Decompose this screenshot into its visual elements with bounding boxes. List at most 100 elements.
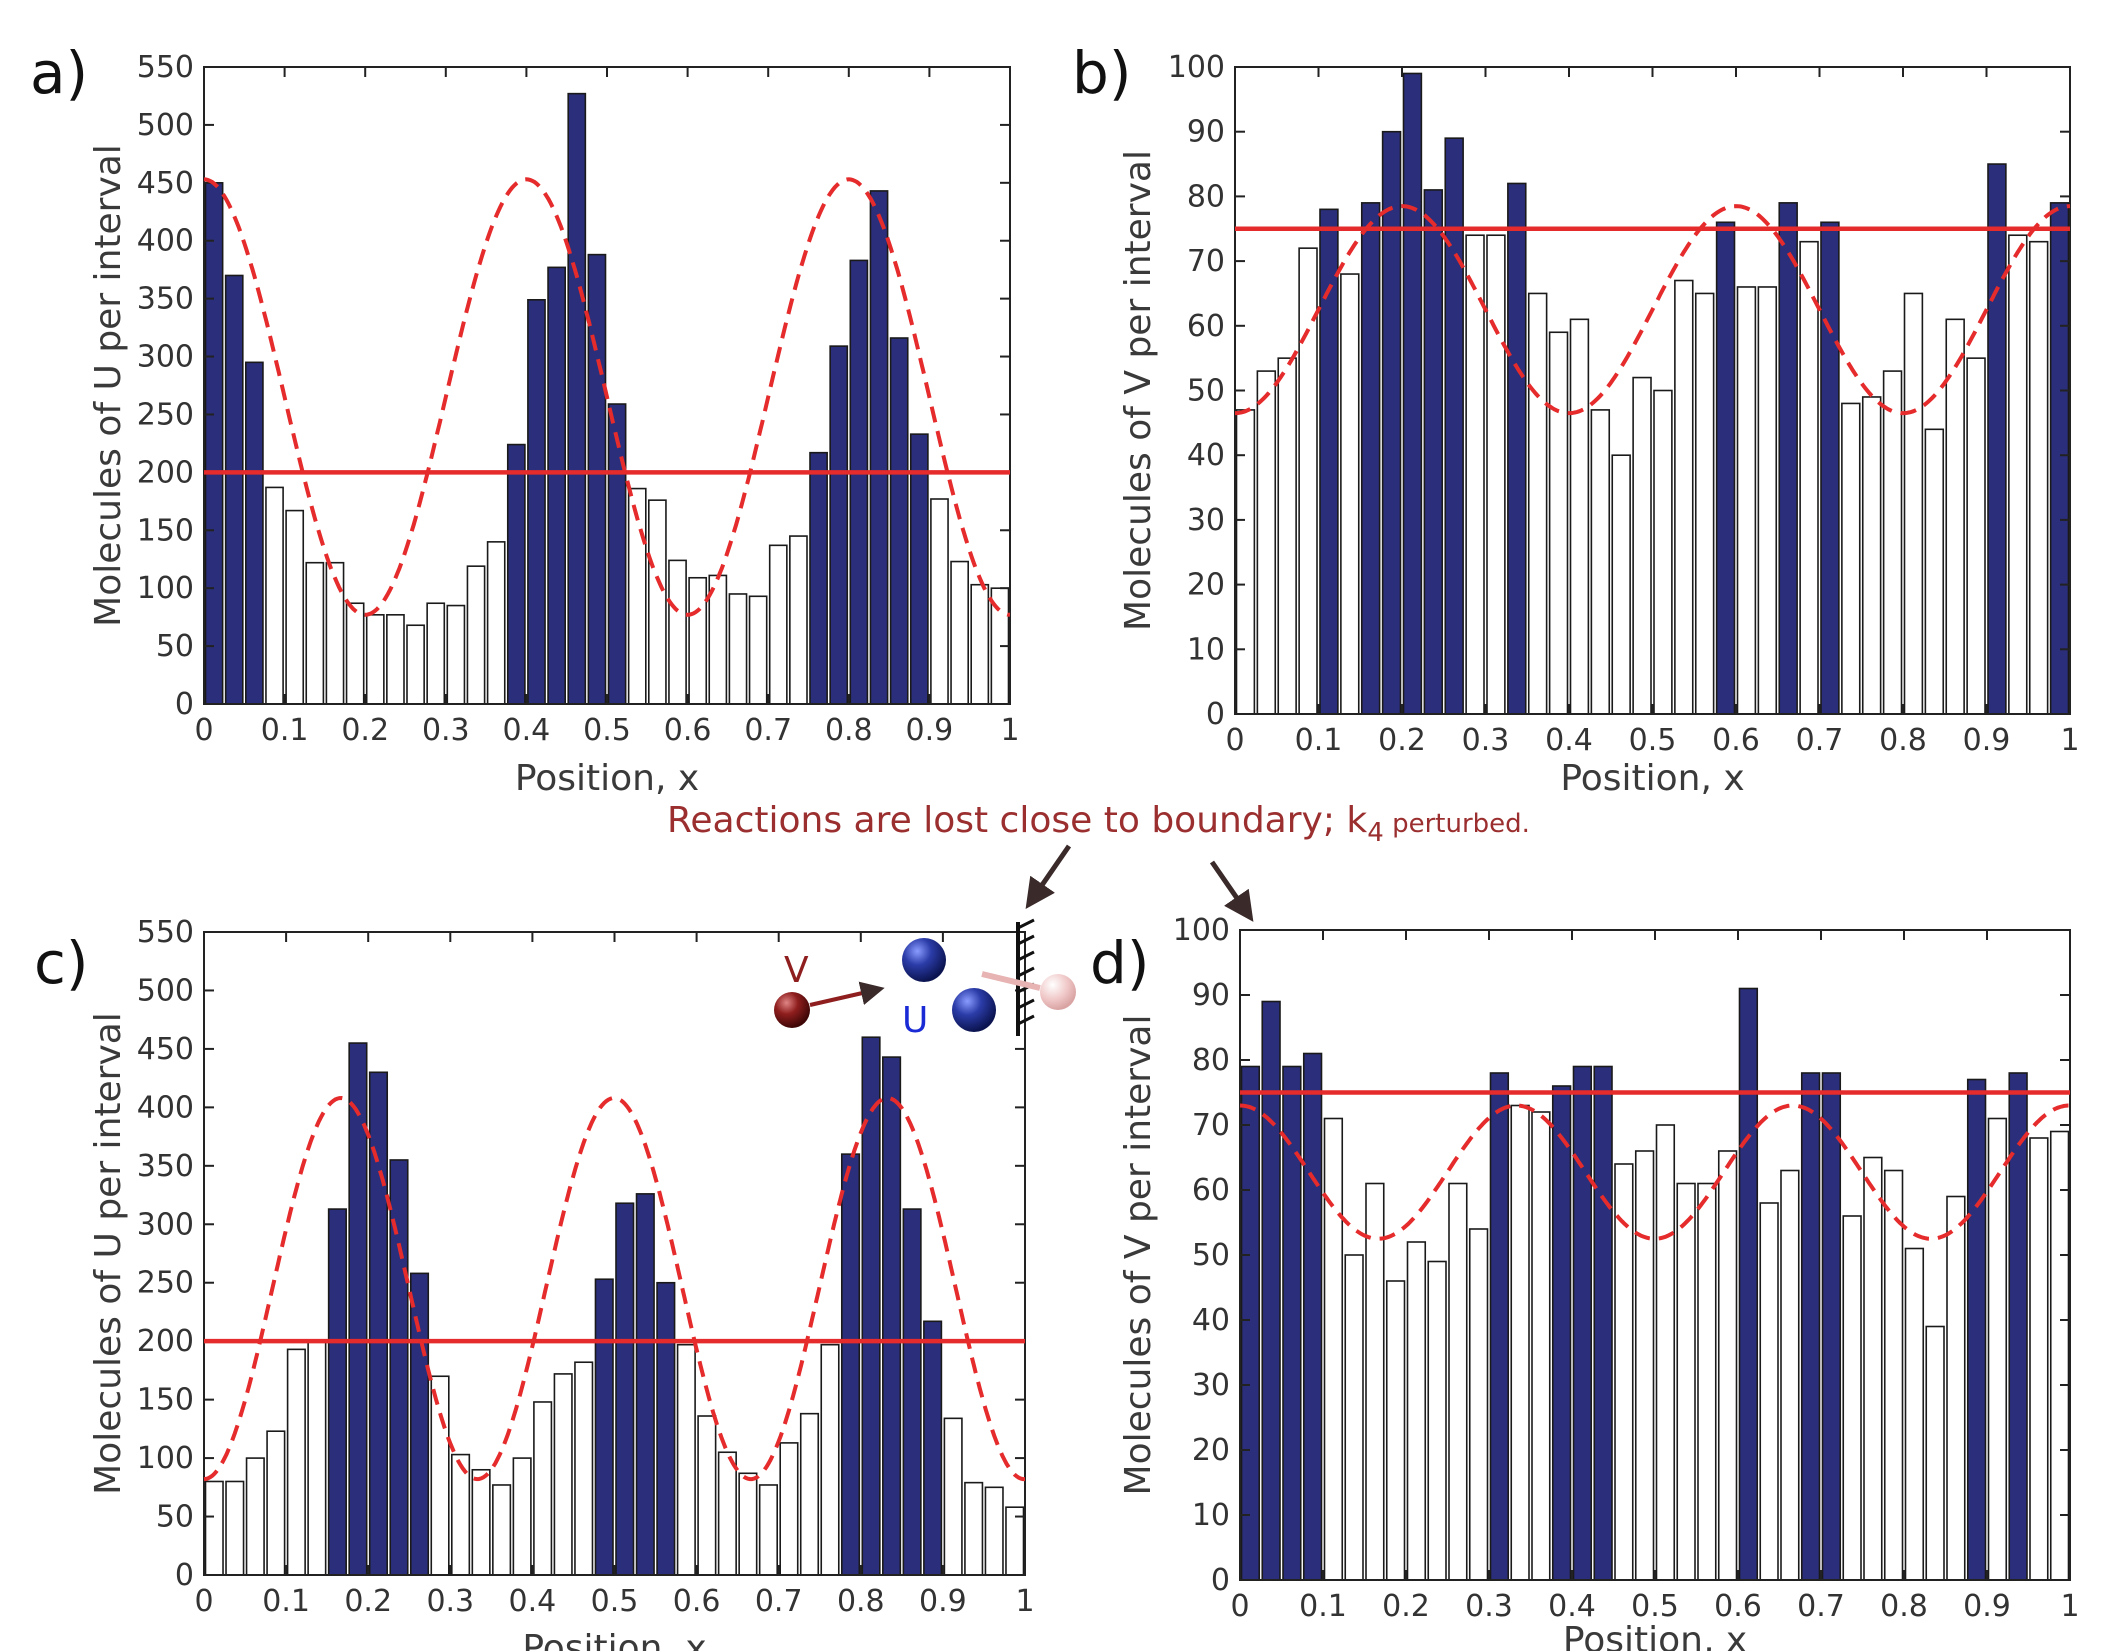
bar-c-8 <box>348 1042 368 1576</box>
bar-c-25 <box>697 1415 717 1576</box>
xtick-label-a-4: 0.4 <box>503 713 551 748</box>
x-axis-label-a: Position, x <box>515 758 699 799</box>
bar-b-18 <box>1590 409 1611 715</box>
ytick-label-d-6: 60 <box>1192 1173 1230 1208</box>
xtick-label-d-8: 0.8 <box>1880 1589 1928 1624</box>
bar-c-31 <box>820 1343 840 1576</box>
xtick-label-c-4: 0.4 <box>509 1584 557 1619</box>
chart-panel-b: b) 0 10 20 30 40 50 60 70 80 90 100 0 0.1 0.2 0.3 0.4 0.5… <box>1072 39 2080 799</box>
bar-c-18 <box>553 1373 573 1576</box>
xtick-label-b-1: 0.1 <box>1295 723 1343 758</box>
xtick-label-d-9: 0.9 <box>1963 1589 2011 1624</box>
ytick-label-c-4: 200 <box>137 1324 194 1359</box>
bar-b-21 <box>1653 389 1673 715</box>
bar-b-39 <box>2028 240 2049 715</box>
bar-d-30 <box>1842 1215 1862 1581</box>
bar-c-6 <box>307 1340 327 1576</box>
ytick-label-c-8: 400 <box>137 1090 194 1125</box>
ytick-label-b-0: 0 <box>1206 697 1225 732</box>
molecule-v <box>774 992 810 1028</box>
annotation-main: Reactions are lost close to boundary; k <box>667 800 1367 841</box>
ytick-label-d-5: 50 <box>1192 1238 1230 1273</box>
xtick-label-a-3: 0.3 <box>422 713 470 748</box>
ytick-label-c-7: 350 <box>137 1149 194 1184</box>
bar-d-18 <box>1593 1065 1613 1581</box>
molecule-v-arrow <box>809 981 885 1007</box>
x-axis-label-b: Position, x <box>1560 758 1744 799</box>
annotation-tail: perturbed. <box>1384 809 1530 839</box>
model-curve-d <box>1239 1103 2070 1241</box>
bar-d-14 <box>1510 1104 1530 1581</box>
bar-c-14 <box>471 1468 491 1576</box>
bar-d-11 <box>1448 1182 1468 1581</box>
bar-a-21 <box>607 403 627 705</box>
bar-a-22 <box>627 487 647 705</box>
xtick-label-c-8: 0.8 <box>837 1584 885 1619</box>
bar-c-37 <box>943 1417 963 1576</box>
axes-frame-d <box>1239 929 2071 1581</box>
bar-c-11 <box>409 1272 430 1576</box>
bar-d-8 <box>1385 1280 1406 1581</box>
x-axis-label-c: Position, x <box>522 1628 706 1651</box>
ytick-label-d-1: 10 <box>1192 1498 1230 1533</box>
ytick-label-d-8: 80 <box>1192 1043 1230 1078</box>
xtick-label-d-1: 0.1 <box>1299 1589 1347 1624</box>
xtick-label-a-9: 0.9 <box>906 713 954 748</box>
bar-d-6 <box>1344 1254 1364 1581</box>
bar-c-22 <box>635 1193 655 1576</box>
ytick-label-d-3: 30 <box>1192 1368 1230 1403</box>
bar-d-26 <box>1759 1202 1779 1581</box>
bar-d-37 <box>1987 1117 2008 1581</box>
bar-c-2 <box>225 1480 245 1576</box>
ytick-label-a-1: 50 <box>156 629 194 664</box>
bar-a-11 <box>406 624 425 705</box>
bar-d-32 <box>1883 1169 1904 1581</box>
ytick-label-a-2: 100 <box>137 571 194 606</box>
bar-d-31 <box>1863 1156 1883 1581</box>
bar-d-33 <box>1904 1247 1925 1581</box>
bar-b-5 <box>1319 208 1339 715</box>
bar-a-13 <box>446 604 466 705</box>
ytick-label-b-9: 90 <box>1187 115 1225 150</box>
y-axis-label-a: Molecules of U per interval <box>88 144 129 627</box>
ytick-label-a-4: 200 <box>137 455 194 490</box>
bar-b-10 <box>1423 189 1444 715</box>
annotation-subscript: 4 <box>1367 818 1384 848</box>
xtick-label-d-10: 1 <box>2060 1589 2079 1624</box>
xtick-label-c-1: 0.1 <box>262 1584 310 1619</box>
bar-b-3 <box>1277 357 1297 715</box>
bar-a-17 <box>527 298 546 705</box>
bar-d-23 <box>1697 1182 1717 1581</box>
bar-a-27 <box>728 593 748 705</box>
annotation-arrow-left <box>1025 844 1072 909</box>
ytick-label-a-7: 350 <box>137 282 194 317</box>
inset-u-label: U <box>902 1000 928 1041</box>
xtick-label-b-5: 0.5 <box>1629 723 1677 758</box>
model-curve-a <box>203 177 1011 617</box>
bar-c-26 <box>717 1451 737 1576</box>
bar-c-21 <box>615 1202 635 1576</box>
ytick-label-b-5: 50 <box>1187 374 1225 409</box>
bar-a-23 <box>647 499 667 705</box>
bar-d-28 <box>1800 1072 1821 1581</box>
bar-b-2 <box>1256 370 1277 715</box>
xtick-label-a-8: 0.8 <box>825 713 873 748</box>
y-axis-label-c: Molecules of U per interval <box>88 1012 129 1495</box>
bar-b-29 <box>1820 221 1840 715</box>
bar-d-2 <box>1261 1000 1281 1581</box>
annotation-text: Reactions are lost close to boundary; k4… <box>667 800 1530 848</box>
ytick-label-c-2: 100 <box>137 1441 194 1476</box>
bar-c-34 <box>882 1056 902 1576</box>
bar-c-30 <box>799 1412 820 1576</box>
xtick-label-b-3: 0.3 <box>1462 723 1510 758</box>
bar-d-17 <box>1572 1065 1593 1581</box>
bar-c-39 <box>984 1486 1004 1576</box>
bar-b-15 <box>1527 292 1548 715</box>
bar-a-16 <box>506 443 526 705</box>
bar-b-17 <box>1569 318 1590 715</box>
xtick-label-a-1: 0.1 <box>261 713 309 748</box>
bar-c-35 <box>902 1208 922 1576</box>
bar-a-9 <box>365 614 385 705</box>
ytick-label-b-1: 10 <box>1187 632 1225 667</box>
xtick-label-d-2: 0.2 <box>1382 1589 1430 1624</box>
